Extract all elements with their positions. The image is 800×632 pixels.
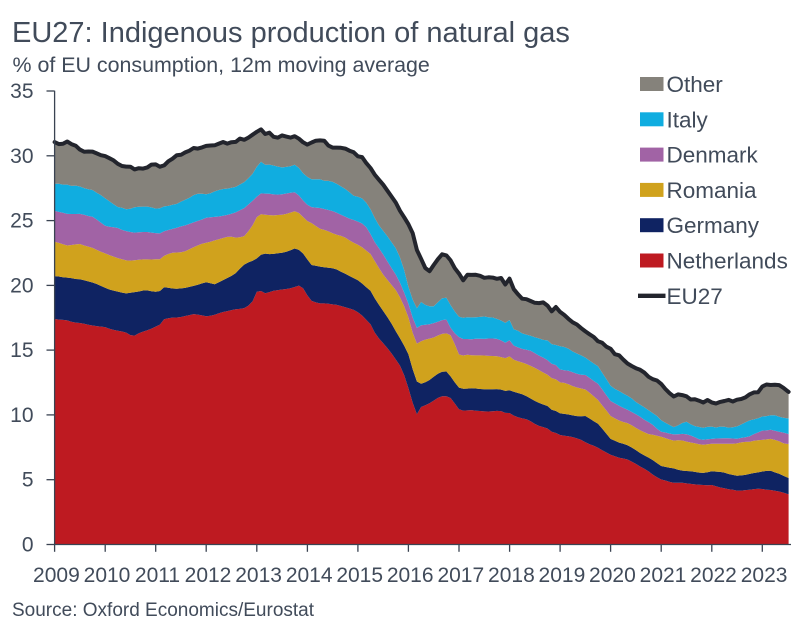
svg-text:EU27: Indigenous production of: EU27: Indigenous production of natural g… <box>12 17 570 49</box>
svg-text:0: 0 <box>22 534 34 557</box>
svg-text:Romania: Romania <box>667 178 758 203</box>
svg-text:Italy: Italy <box>667 107 709 132</box>
svg-text:2010: 2010 <box>84 564 131 587</box>
svg-text:2015: 2015 <box>336 564 383 587</box>
svg-text:2019: 2019 <box>539 564 586 587</box>
svg-text:2018: 2018 <box>488 564 535 587</box>
svg-text:Source: Oxford Economics/Euros: Source: Oxford Economics/Eurostat <box>12 600 315 621</box>
svg-text:15: 15 <box>10 339 33 362</box>
svg-text:2022: 2022 <box>690 564 737 587</box>
svg-text:2012: 2012 <box>185 564 232 587</box>
svg-text:30: 30 <box>10 145 33 168</box>
svg-text:2023: 2023 <box>741 564 788 587</box>
svg-text:Other: Other <box>667 72 724 97</box>
svg-text:2020: 2020 <box>589 564 636 587</box>
svg-text:EU27: EU27 <box>667 284 723 309</box>
svg-text:5: 5 <box>22 469 34 492</box>
svg-text:20: 20 <box>10 274 33 297</box>
svg-text:25: 25 <box>10 210 33 233</box>
svg-text:2014: 2014 <box>286 564 333 587</box>
svg-text:35: 35 <box>10 80 33 103</box>
svg-text:10: 10 <box>10 404 33 427</box>
svg-text:2021: 2021 <box>640 564 687 587</box>
svg-text:Denmark: Denmark <box>667 143 759 168</box>
svg-text:2013: 2013 <box>235 564 282 587</box>
svg-text:Netherlands: Netherlands <box>667 249 788 274</box>
svg-text:2011: 2011 <box>135 564 180 587</box>
svg-text:2009: 2009 <box>33 564 80 587</box>
svg-text:2017: 2017 <box>437 564 484 587</box>
svg-text:2016: 2016 <box>387 564 434 587</box>
svg-text:% of EU consumption, 12m movin: % of EU consumption, 12m moving average <box>13 53 430 77</box>
svg-text:Germany: Germany <box>667 213 760 238</box>
